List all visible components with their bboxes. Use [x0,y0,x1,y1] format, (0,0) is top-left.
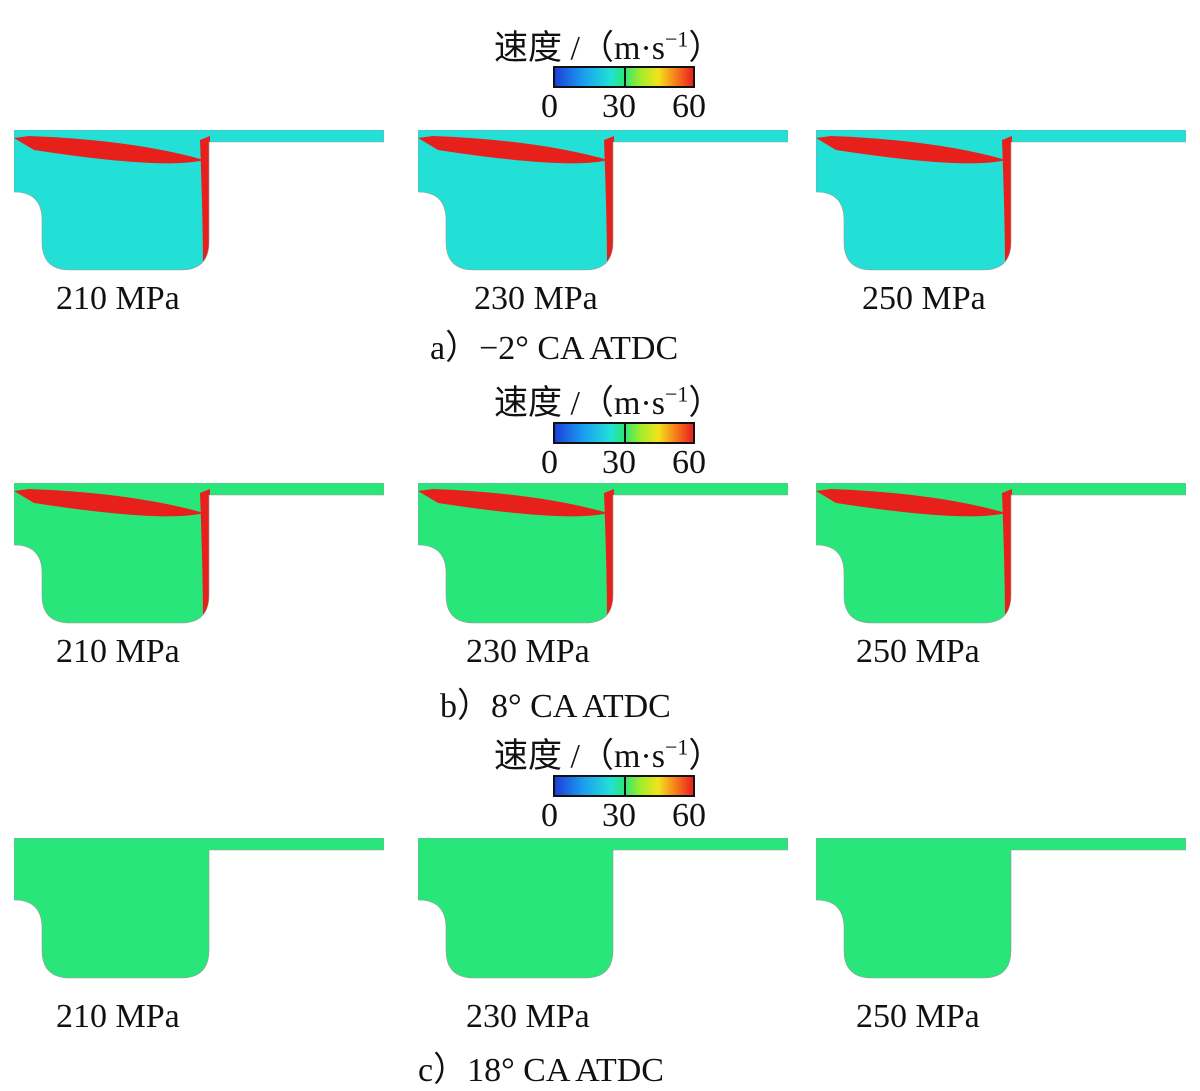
pressure-label-c-210: 210 MPa [56,998,180,1035]
colorbar-title-close: ） [688,738,723,775]
velocity-section-a-250 [816,130,1186,271]
contour-field [418,483,788,623]
pressure-label-c-230: 230 MPa [466,998,590,1035]
colorbar-divider [624,68,626,86]
colorbar-a [553,66,695,88]
row-caption-b: b）8° CA ATDC [440,688,671,725]
colorbar-title-exponent: −1 [664,381,689,407]
colorbar-divider [624,424,626,442]
colorbar-title-b: 速度 /（m·s−1） [494,375,722,424]
colorbar-tick-60: 60 [672,88,706,125]
pressure-label-c-250: 250 MPa [856,998,980,1035]
velocity-section-b-250 [816,483,1186,624]
contour-field [14,130,384,270]
contour-field [418,838,788,978]
velocity-section-c-210 [14,838,384,979]
pressure-label-a-250: 250 MPa [862,280,986,317]
row-caption-a: a）−2° CA ATDC [430,330,679,367]
colorbar-title-close: ） [688,30,723,67]
pressure-label-a-230: 230 MPa [474,280,598,317]
colorbar-title-text: 速度 /（m·s [494,30,665,67]
contour-field [816,838,1186,978]
contour-field [14,838,384,978]
colorbar-title-text: 速度 /（m·s [494,738,665,775]
contour-field [816,130,1186,270]
colorbar-title-exponent: −1 [664,26,689,52]
colorbar-tick-0: 0 [541,797,558,834]
colorbar-title-a: 速度 /（m·s−1） [494,20,722,69]
pressure-label-a-210: 210 MPa [56,280,180,317]
velocity-section-b-230 [418,483,788,624]
colorbar-c [553,775,695,797]
velocity-section-a-230 [418,130,788,271]
colorbar-tick-0: 0 [541,88,558,125]
contour-field [14,483,384,623]
colorbar-tick-30: 30 [602,797,636,834]
velocity-section-a-210 [14,130,384,271]
pressure-label-b-230: 230 MPa [466,633,590,670]
colorbar-title-exponent: −1 [664,734,689,760]
colorbar-tick-0: 0 [541,444,558,481]
colorbar-title-text: 速度 /（m·s [494,385,665,422]
colorbar-b [553,422,695,444]
velocity-section-c-230 [418,838,788,979]
colorbar-divider [624,777,626,795]
colorbar-tick-60: 60 [672,444,706,481]
contour-field [816,483,1186,623]
colorbar-tick-30: 30 [602,88,636,125]
colorbar-title-close: ） [688,385,723,422]
velocity-section-c-250 [816,838,1186,979]
row-caption-c: c）18° CA ATDC [418,1052,664,1089]
pressure-label-b-210: 210 MPa [56,633,180,670]
colorbar-title-c: 速度 /（m·s−1） [494,728,722,777]
colorbar-tick-60: 60 [672,797,706,834]
contour-field [418,130,788,270]
colorbar-tick-30: 30 [602,444,636,481]
velocity-section-b-210 [14,483,384,624]
pressure-label-b-250: 250 MPa [856,633,980,670]
